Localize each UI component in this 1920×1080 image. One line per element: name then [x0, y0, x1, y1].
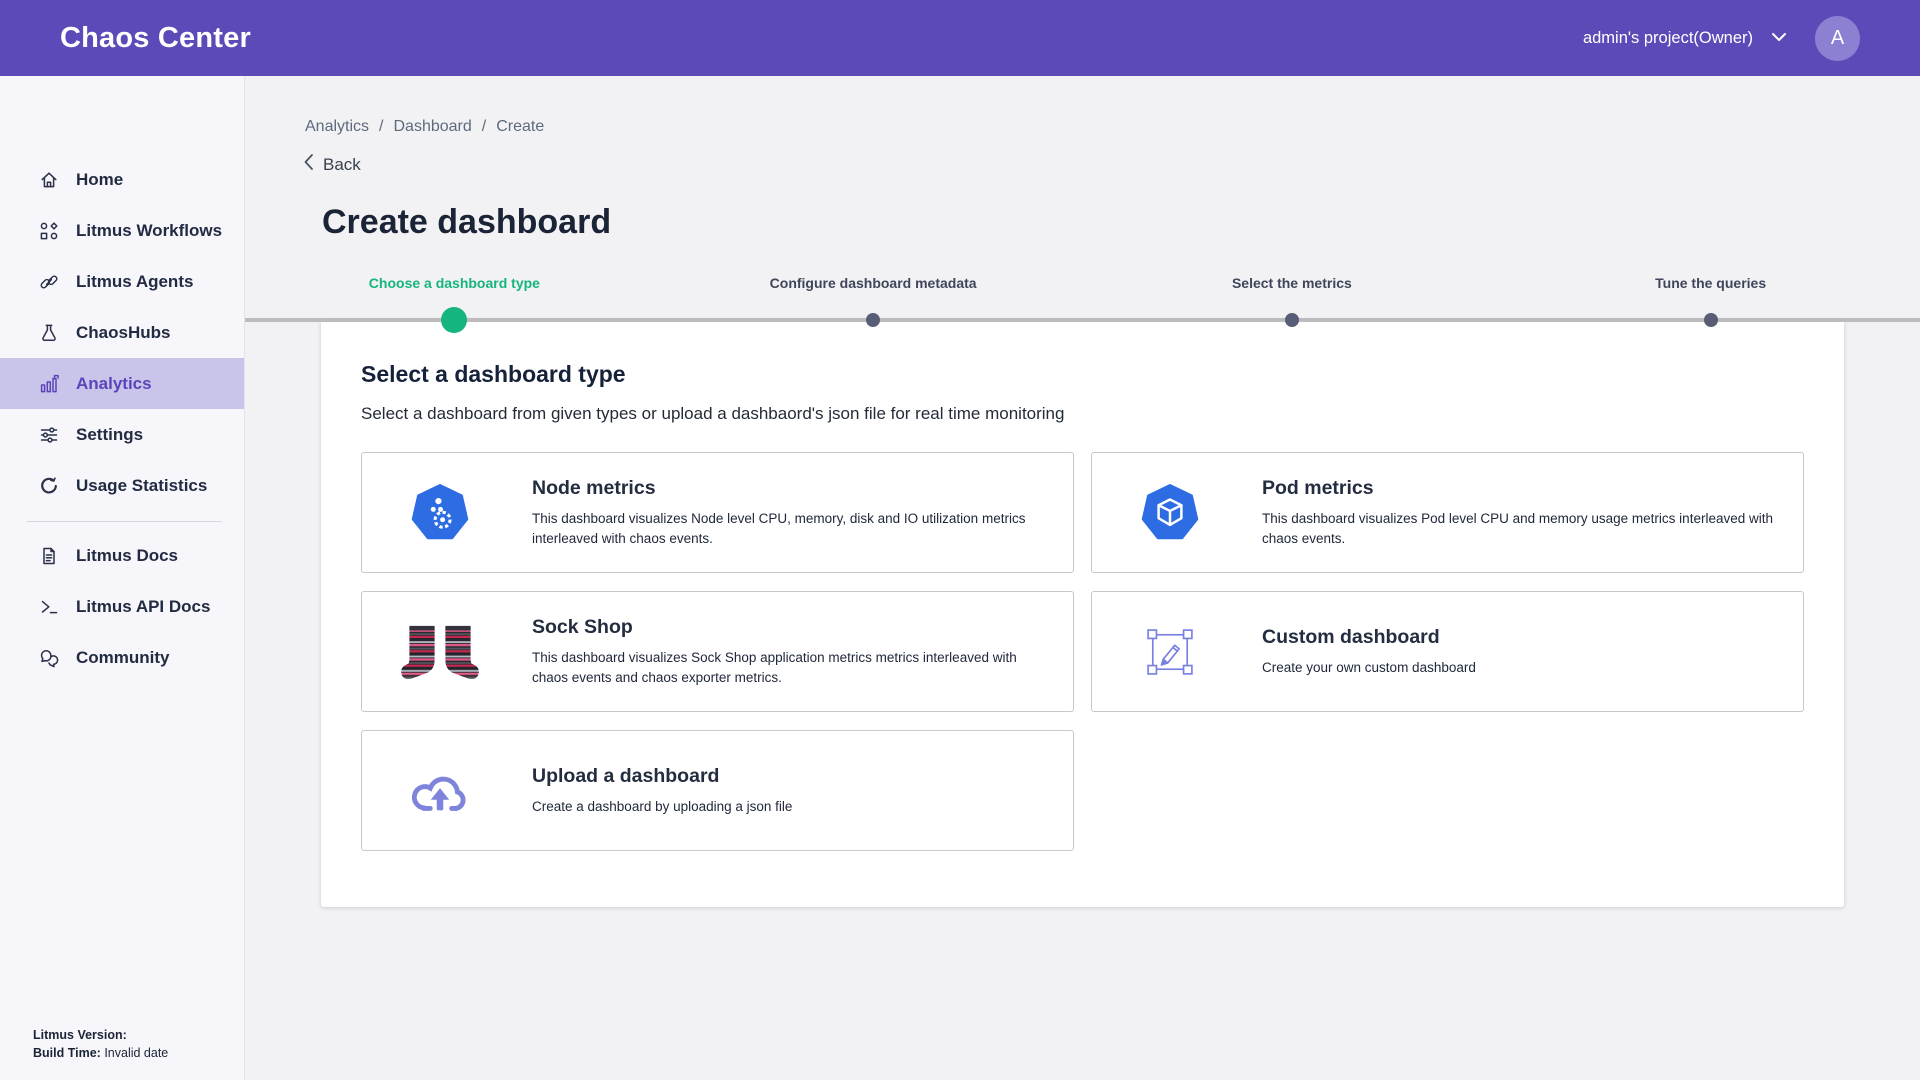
sidebar-item-chaoshubs[interactable]: ChaosHubs — [0, 307, 244, 358]
sidebar-divider — [27, 521, 222, 522]
tile-node-metrics[interactable]: Node metrics This dashboard visualizes N… — [361, 452, 1074, 573]
tile-description: This dashboard visualizes Sock Shop appl… — [532, 649, 1017, 685]
step-label-tune-queries: Tune the queries — [1655, 275, 1767, 291]
stepper-track-line — [245, 318, 1920, 322]
chevron-down-icon — [1771, 29, 1787, 47]
tile-pod-metrics[interactable]: Pod metrics This dashboard visualizes Po… — [1091, 452, 1804, 573]
custom-dashboard-icon — [1122, 628, 1218, 676]
tile-custom-dashboard[interactable]: Custom dashboard Create your own custom … — [1091, 591, 1804, 712]
breadcrumb-separator: / — [481, 118, 487, 135]
step-label-select-metrics: Select the metrics — [1231, 275, 1352, 291]
sidebar-item-label: Home — [76, 169, 124, 189]
litmus-version-label: Litmus Version: — [33, 1028, 127, 1042]
pod-metrics-icon — [1122, 483, 1218, 542]
sidebar-item-litmus-workflows[interactable]: Litmus Workflows — [0, 205, 244, 256]
breadcrumb-analytics[interactable]: Analytics — [305, 118, 370, 135]
top-header: Chaos Center admin's project(Owner) A — [0, 0, 1920, 76]
tile-sock-shop[interactable]: Sock Shop This dashboard visualizes Sock… — [361, 591, 1074, 712]
upload-cloud-icon — [392, 765, 488, 817]
page-title: Create dashboard — [322, 203, 612, 241]
step-dot — [1284, 313, 1299, 327]
sidebar-item-label: Litmus Agents — [76, 271, 194, 291]
tile-title: Node metrics — [532, 476, 656, 499]
app-title: Chaos Center — [60, 21, 251, 54]
workflows-icon — [38, 220, 60, 242]
bar-chart-icon — [38, 373, 60, 395]
terminal-icon — [38, 596, 60, 618]
project-label: admin's project(Owner) — [1582, 28, 1753, 47]
sliders-icon — [38, 424, 60, 446]
tile-description: This dashboard visualizes Node level CPU… — [532, 510, 1026, 546]
tile-description: This dashboard visualizes Pod level CPU … — [1262, 510, 1773, 546]
sidebar-item-usage-statistics[interactable]: Usage Statistics — [0, 460, 244, 511]
tile-description: Create your own custom dashboard — [1262, 659, 1476, 675]
sidebar-item-litmus-docs[interactable]: Litmus Docs — [0, 530, 244, 581]
avatar[interactable]: A — [1815, 15, 1860, 61]
build-time-label: Build Time: — [33, 1046, 101, 1060]
sidebar-item-label: Litmus API Docs — [76, 596, 211, 616]
project-selector[interactable]: admin's project(Owner) — [1583, 29, 1787, 48]
tile-upload-dashboard[interactable]: Upload a dashboard Create a dashboard by… — [361, 730, 1074, 851]
chat-bubbles-icon — [38, 647, 60, 669]
sidebar-item-label: Litmus Workflows — [76, 220, 223, 240]
step-label-choose-dashboard-type: Choose a dashboard type — [368, 275, 540, 291]
sock-shop-icon — [392, 623, 488, 681]
step-dot — [866, 313, 881, 327]
sidebar-item-community[interactable]: Community — [0, 632, 244, 683]
breadcrumb: Analytics / Dashboard / Create — [305, 118, 1920, 136]
version-info: Litmus Version: Build Time: Invalid date — [33, 1026, 168, 1062]
sidebar-item-label: Analytics — [76, 373, 152, 393]
stepper: Choose a dashboard type Configure dashbo… — [245, 275, 1920, 333]
tile-title: Sock Shop — [532, 615, 633, 638]
step-dot-active — [441, 307, 468, 333]
step-dot — [1703, 313, 1718, 327]
sidebar-item-label: Litmus Docs — [76, 545, 179, 565]
sidebar-item-label: Community — [76, 647, 170, 667]
sidebar-item-label: Settings — [76, 424, 144, 444]
breadcrumb-dashboard[interactable]: Dashboard — [393, 118, 472, 135]
sidebar-item-label: Usage Statistics — [76, 475, 208, 495]
sidebar-item-litmus-agents[interactable]: Litmus Agents — [0, 256, 244, 307]
tile-title: Pod metrics — [1262, 476, 1374, 499]
tile-description: Create a dashboard by uploading a json f… — [532, 798, 793, 814]
main-content: Analytics / Dashboard / Create Back Crea… — [245, 76, 1920, 1080]
step-label-configure-metadata: Configure dashboard metadata — [769, 275, 977, 291]
refresh-circle-icon — [38, 475, 60, 497]
breadcrumb-create: Create — [496, 118, 545, 135]
home-icon — [38, 169, 60, 191]
sidebar-item-label: ChaosHubs — [76, 322, 171, 342]
breadcrumb-separator: / — [379, 118, 384, 135]
sidebar-item-analytics[interactable]: Analytics — [0, 358, 244, 409]
sidebar-item-settings[interactable]: Settings — [0, 409, 244, 460]
sidebar-item-home[interactable]: Home — [0, 154, 244, 205]
flask-icon — [38, 322, 60, 344]
build-time-value: Invalid date — [100, 1046, 169, 1060]
sidebar: Home Litmus Workflows Litmus Agents Chao… — [0, 76, 245, 1080]
card-subtitle: Select a dashboard from given types or u… — [361, 404, 1065, 423]
chevron-left-icon — [303, 153, 314, 176]
document-icon — [38, 545, 60, 567]
back-button[interactable]: Back — [303, 153, 361, 176]
tile-title: Upload a dashboard — [532, 764, 720, 787]
sidebar-item-litmus-api-docs[interactable]: Litmus API Docs — [0, 581, 244, 632]
agents-link-icon — [38, 271, 60, 293]
dashboard-type-card: Select a dashboard type Select a dashboa… — [321, 320, 1844, 907]
tile-title: Custom dashboard — [1262, 625, 1440, 648]
card-title: Select a dashboard type — [361, 361, 626, 387]
node-metrics-icon — [392, 483, 488, 542]
back-label: Back — [323, 154, 361, 174]
